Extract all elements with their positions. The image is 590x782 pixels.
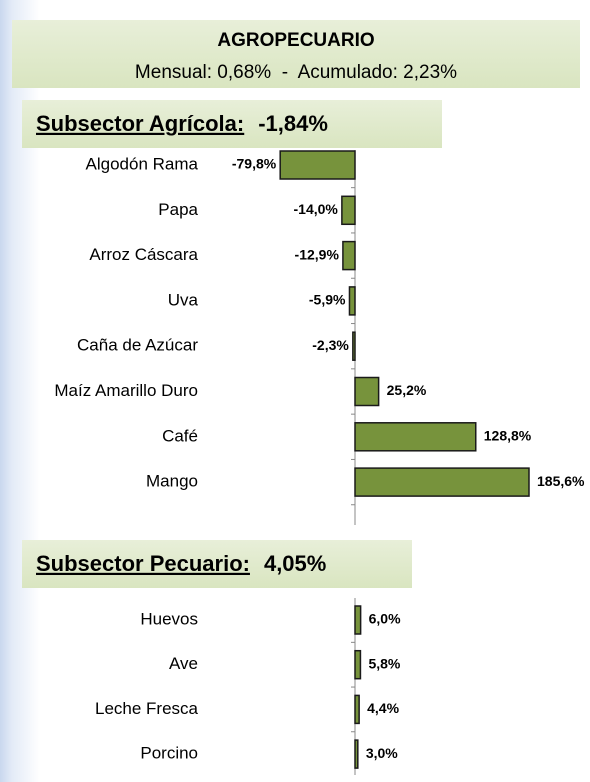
category-label: Papa — [158, 200, 198, 219]
bar — [348, 286, 356, 316]
section-box — [22, 540, 412, 588]
header-subtitle: Mensual: 0,68% - Acumulado: 2,23% — [135, 62, 457, 83]
category-label: Porcino — [140, 744, 198, 763]
section-title: Subsector Pecuario: — [36, 551, 250, 576]
bar — [354, 605, 362, 635]
value-label: 5,8% — [368, 655, 400, 671]
category-label: Arroz Cáscara — [89, 245, 198, 264]
category-label: Caña de Azúcar — [77, 336, 198, 355]
category-label: Mango — [146, 472, 198, 491]
bar — [354, 694, 360, 725]
bar — [354, 739, 359, 769]
value-label: 128,8% — [484, 428, 532, 444]
category-label: Huevos — [140, 609, 198, 628]
bar — [352, 331, 356, 361]
bar — [354, 376, 380, 407]
section-title: Subsector Agrícola: — [36, 111, 244, 136]
section-box — [22, 100, 442, 148]
header-title: AGROPECUARIO — [217, 30, 374, 51]
category-label: Café — [162, 426, 198, 445]
value-label: 25,2% — [387, 382, 427, 398]
bar — [341, 195, 356, 226]
header-box — [12, 20, 580, 88]
section-value: 4,05% — [264, 551, 326, 576]
bar — [354, 467, 530, 497]
value-label: 185,6% — [537, 473, 585, 489]
category-label: Ave — [169, 654, 198, 673]
bar — [354, 649, 362, 680]
value-label: -12,9% — [295, 246, 340, 262]
value-label: 3,0% — [366, 745, 398, 761]
bar — [354, 422, 477, 452]
section-value: -1,84% — [258, 111, 328, 136]
bar — [342, 240, 356, 271]
value-label: -14,0% — [294, 201, 339, 217]
value-label: -79,8% — [232, 156, 277, 172]
category-label: Uva — [168, 290, 199, 309]
category-label: Maíz Amarillo Duro — [54, 381, 198, 400]
bar — [279, 150, 356, 180]
value-label: 4,4% — [367, 700, 399, 716]
value-label: -2,3% — [312, 337, 349, 353]
category-label: Leche Fresca — [95, 699, 199, 718]
value-label: 6,0% — [369, 611, 401, 627]
category-label: Algodón Rama — [86, 154, 199, 173]
value-label: -5,9% — [309, 292, 346, 308]
